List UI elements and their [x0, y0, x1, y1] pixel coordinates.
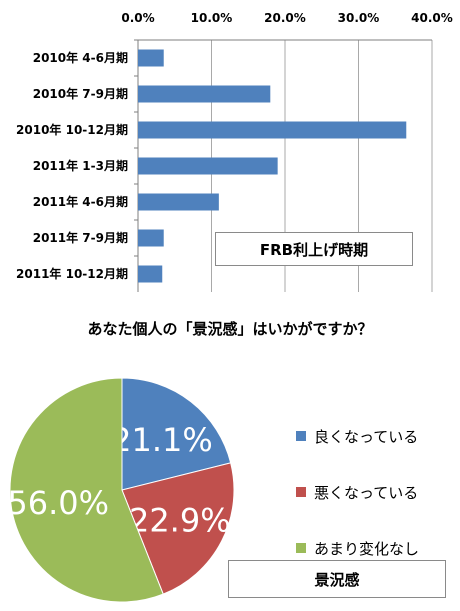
pie-legend: 良くなっている 悪くなっている あまり変化なし — [296, 408, 419, 576]
y-category-label: 2010年 4-6月期 — [33, 50, 128, 65]
y-category-label: 2011年 1-3月期 — [33, 158, 128, 173]
pie-slice-unchanged — [9, 377, 164, 603]
bar-chart-box-label: FRB利上げ時期 — [215, 232, 413, 266]
pie-label-improving: 21.1% — [111, 421, 213, 459]
bar — [138, 121, 407, 139]
pie-label-unchanged: 56.0% — [7, 484, 109, 522]
legend-item-worsening: 悪くなっている — [296, 464, 419, 520]
y-category-label: 2011年 7-9月期 — [33, 230, 128, 245]
legend-label-unchanged: あまり変化なし — [314, 539, 420, 558]
x-tick-label: 10.0% — [191, 11, 233, 25]
legend-swatch-improving — [296, 431, 306, 441]
pie-slice-improving — [121, 377, 232, 491]
legend-item-unchanged: あまり変化なし — [296, 520, 419, 576]
x-tick-label: 40.0% — [411, 11, 453, 25]
pie-slice-worsening — [121, 462, 235, 595]
legend-swatch-unchanged — [296, 543, 306, 553]
pie-chart-title: あなた個人の「景況感」はいかがですか？ — [87, 320, 373, 338]
x-tick-label: 20.0% — [264, 11, 306, 25]
pie-label-worsening: 22.9% — [129, 502, 231, 540]
y-category-label: 2011年 10-12月期 — [16, 266, 128, 281]
y-category-label: 2010年 10-12月期 — [16, 122, 128, 137]
x-tick-label: 30.0% — [338, 11, 380, 25]
bar — [138, 49, 164, 67]
bar — [138, 229, 164, 247]
legend-swatch-worsening — [296, 487, 306, 497]
bar — [138, 265, 163, 283]
y-category-label: 2010年 7-9月期 — [33, 86, 128, 101]
bar — [138, 193, 219, 211]
y-category-label: 2011年 4-6月期 — [33, 194, 128, 209]
pie-chart: 21.1% 22.9% 56.0% — [7, 377, 235, 603]
legend-label-worsening: 悪くなっている — [314, 483, 419, 502]
x-tick-label: 0.0% — [121, 11, 154, 25]
pie-chart-box-label: 景況感 — [228, 560, 446, 598]
bar — [138, 85, 271, 103]
legend-label-improving: 良くなっている — [314, 427, 419, 446]
bar — [138, 157, 278, 175]
legend-item-improving: 良くなっている — [296, 408, 419, 464]
